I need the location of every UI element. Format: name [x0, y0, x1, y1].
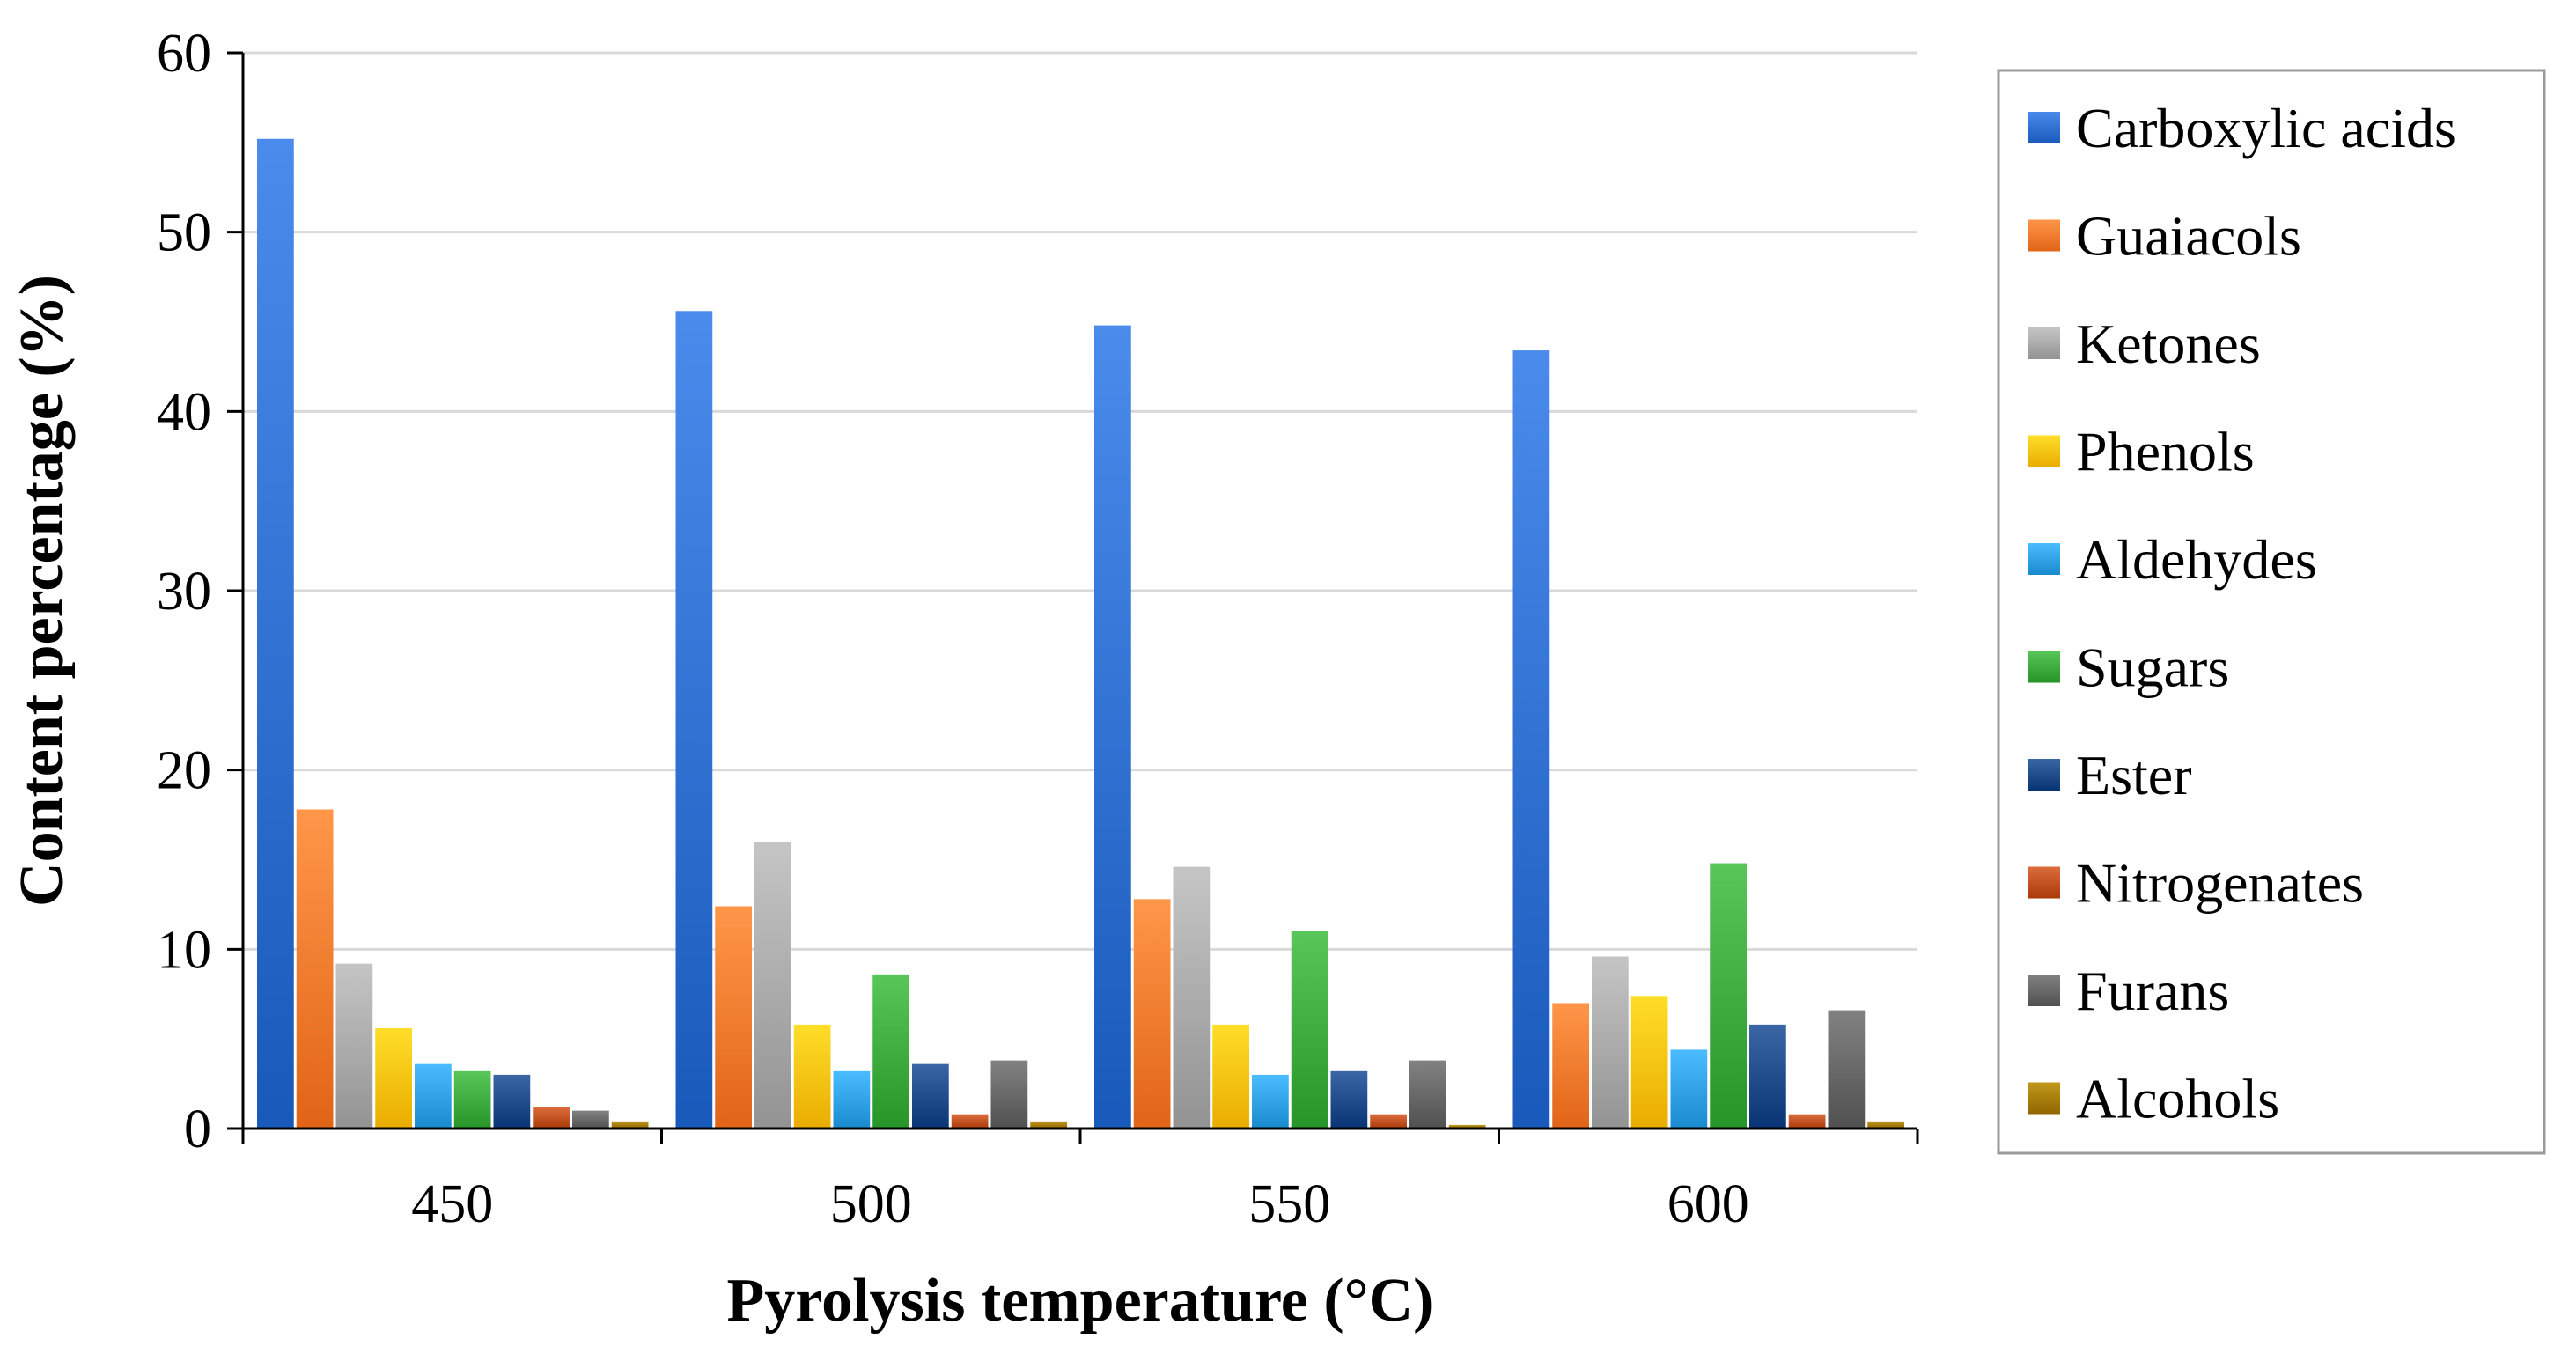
bar-aldehydes-600: [1670, 1049, 1708, 1129]
bar-furans-550: [1409, 1060, 1446, 1129]
legend-swatch-ketones: [2028, 327, 2060, 359]
bar-furans-600: [1828, 1010, 1866, 1129]
legend-swatch-phenols: [2028, 435, 2060, 467]
legend-label-phenols: Phenols: [2076, 421, 2255, 483]
bar-alcohols-550: [1448, 1124, 1486, 1129]
bar-phenols-500: [793, 1024, 831, 1129]
bar-phenols-450: [375, 1027, 412, 1129]
bar-ketones-600: [1592, 956, 1629, 1129]
bar-ketones-550: [1173, 866, 1211, 1129]
bar-aldehydes-450: [415, 1063, 452, 1129]
bar-nitrogenates-500: [951, 1114, 989, 1129]
bar-ester-600: [1749, 1024, 1786, 1129]
x-tick-label-450: 450: [411, 1174, 493, 1234]
bar-alcohols-450: [611, 1121, 649, 1129]
bar-furans-450: [572, 1110, 609, 1129]
legend-swatch-sugars: [2028, 651, 2060, 683]
y-tick-label-30: 30: [157, 562, 211, 622]
bar-guaiacols-500: [715, 906, 752, 1129]
bar-furans-500: [990, 1060, 1028, 1129]
y-tick-label-0: 0: [184, 1100, 211, 1159]
y-tick-label-60: 60: [157, 24, 211, 84]
bar-nitrogenates-600: [1788, 1114, 1826, 1129]
legend-swatch-aldehydes: [2028, 543, 2060, 575]
legend-label-nitrogenates: Nitrogenates: [2076, 852, 2364, 915]
legend-item-ester: Ester: [2028, 744, 2192, 806]
bar-guaiacols-450: [296, 809, 334, 1129]
legend-box: [1997, 69, 2546, 1155]
legend-item-alcohols: Alcohols: [2028, 1068, 2279, 1130]
bar-carboxylic-acids-450: [257, 138, 294, 1129]
bar-nitrogenates-550: [1370, 1114, 1407, 1129]
bar-sugars-600: [1710, 863, 1747, 1129]
legend-item-phenols: Phenols: [2028, 421, 2255, 483]
legend-item-aldehydes: Aldehydes: [2028, 528, 2317, 591]
bar-ketones-500: [754, 842, 791, 1129]
bar-guaiacols-550: [1133, 899, 1171, 1129]
bar-ester-550: [1330, 1070, 1368, 1129]
y-tick-labels: 0 10 20 30 40 50 60: [157, 24, 211, 1159]
legend-label-alcohols: Alcohols: [2076, 1068, 2279, 1130]
legend-item-nitrogenates: Nitrogenates: [2028, 852, 2364, 915]
x-axis-title: Pyrolysis temperature (°C): [727, 1267, 1434, 1335]
y-tick-label-10: 10: [157, 920, 211, 980]
bar-sugars-450: [453, 1070, 491, 1129]
legend-label-guaiacols: Guaiacols: [2076, 205, 2301, 268]
bar-aldehydes-550: [1252, 1074, 1289, 1129]
legend-swatch-nitrogenates: [2028, 866, 2060, 899]
legend-items: Carboxylic acids Guaiacols Ketones Phenols A…: [2028, 97, 2456, 1130]
legend-label-aldehydes: Aldehydes: [2076, 528, 2317, 591]
legend-item-furans: Furans: [2028, 960, 2229, 1022]
legend-label-ester: Ester: [2076, 744, 2192, 806]
legend: Carboxylic acids Guaiacols Ketones Phenols A…: [1997, 69, 2546, 1155]
y-tick-label-40: 40: [157, 382, 211, 442]
legend-swatch-carboxylic-acids: [2028, 112, 2060, 143]
bar-ester-500: [912, 1063, 949, 1129]
bar-phenols-550: [1212, 1024, 1249, 1129]
legend-item-ketones: Ketones: [2028, 313, 2261, 375]
bar-guaiacols-600: [1552, 1003, 1589, 1129]
bar-sugars-550: [1291, 931, 1328, 1129]
bar-aldehydes-500: [833, 1070, 871, 1129]
legend-label-carboxylic-acids: Carboxylic acids: [2076, 97, 2456, 159]
bar-nitrogenates-450: [533, 1107, 570, 1129]
y-axis-title: Content percentage (%): [8, 275, 76, 907]
legend-label-furans: Furans: [2076, 960, 2229, 1022]
bar-ketones-450: [335, 963, 373, 1129]
gridlines: [243, 51, 1917, 951]
legend-label-ketones: Ketones: [2076, 313, 2261, 375]
legend-item-sugars: Sugars: [2028, 636, 2229, 699]
x-tick-labels: 450 500 550 600: [411, 1174, 1749, 1234]
x-tick-label-600: 600: [1667, 1174, 1749, 1234]
bar-carboxylic-acids-550: [1094, 325, 1131, 1129]
x-tick-label-550: 550: [1248, 1174, 1330, 1234]
bar-alcohols-500: [1030, 1121, 1067, 1129]
axes: [227, 51, 1919, 1144]
legend-swatch-guaiacols: [2028, 219, 2060, 252]
bar-carboxylic-acids-600: [1512, 350, 1550, 1129]
y-tick-label-20: 20: [157, 741, 211, 801]
bar-carboxylic-acids-500: [675, 311, 713, 1129]
bar-ester-450: [493, 1074, 531, 1129]
legend-label-sugars: Sugars: [2076, 636, 2229, 699]
legend-swatch-ester: [2028, 759, 2060, 791]
legend-item-guaiacols: Guaiacols: [2028, 205, 2301, 268]
y-tick-label-50: 50: [157, 203, 211, 263]
bar-phenols-600: [1630, 996, 1668, 1129]
legend-item-carboxylic-acids: Carboxylic acids: [2028, 97, 2456, 159]
bar-alcohols-600: [1867, 1121, 1904, 1129]
x-tick-label-500: 500: [830, 1174, 912, 1234]
legend-swatch-furans: [2028, 975, 2060, 1006]
legend-swatch-alcohols: [2028, 1082, 2060, 1115]
bar-sugars-500: [872, 974, 909, 1129]
bars: [257, 138, 1904, 1129]
